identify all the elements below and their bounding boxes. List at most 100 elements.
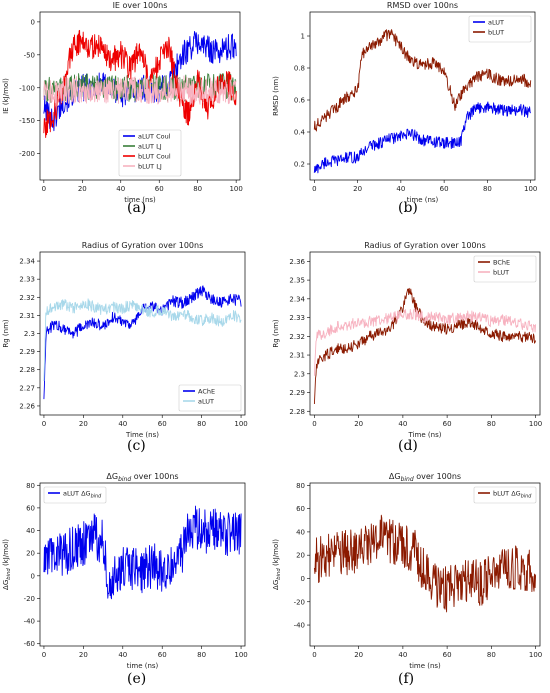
legend-label: aLUT ΔGbind	[63, 490, 102, 500]
y-tick-label: -50	[24, 51, 35, 59]
y-axis-label: ΔGbind (kJ/mol)	[2, 539, 12, 590]
y-tick-label: -200	[19, 150, 35, 158]
y-tick-label: 0.2	[294, 161, 305, 169]
x-tick-label: 100	[529, 651, 542, 659]
x-tick-label: 60	[440, 185, 449, 193]
series-line-1	[43, 505, 242, 600]
y-tick-label: 40	[26, 527, 35, 535]
y-tick-label: 60	[26, 504, 35, 512]
x-tick-label: 0	[312, 420, 316, 428]
y-tick-label: 2.33	[289, 314, 305, 322]
legend: bLUT ΔGbind	[473, 486, 537, 504]
y-tick-label: 0.6	[294, 97, 306, 105]
legend: AChE aLUT	[178, 384, 242, 412]
y-tick-label: -60	[24, 640, 35, 648]
series-line-1	[313, 101, 532, 174]
x-tick-label: 40	[116, 185, 125, 193]
y-tick-label: 60	[296, 505, 305, 513]
legend-label: bLUT	[493, 269, 509, 277]
y-tick-label: 20	[296, 552, 305, 560]
x-tick-label: 80	[487, 651, 496, 659]
y-tick-label: 80	[26, 482, 35, 490]
series-line-1	[313, 287, 537, 405]
x-tick-label: 0	[42, 651, 46, 659]
legend-label: AChE	[198, 388, 215, 396]
x-axis-label: Time (ns)	[408, 431, 442, 439]
plot-series-group	[43, 29, 237, 138]
x-tick-label: 0	[42, 185, 46, 193]
x-tick-label: 0	[312, 185, 316, 193]
series-line-1	[313, 514, 537, 613]
chart-title: RMSD over 100ns	[387, 1, 458, 10]
y-tick-label: -40	[24, 618, 35, 626]
chart-title: ΔGbind over 100ns	[389, 472, 461, 483]
plot-series-group	[43, 285, 242, 400]
y-tick-label: 2.26	[19, 402, 35, 410]
panel-label-e: (e)	[127, 671, 147, 687]
plot-frame	[309, 482, 541, 647]
x-tick-label: 40	[118, 651, 127, 659]
y-tick-label: 2.29	[19, 348, 35, 356]
legend: aLUT ΔGbind	[43, 486, 107, 504]
legend-label: aLUT LJ	[138, 143, 162, 151]
x-tick-label: 60	[155, 185, 164, 193]
panel-label-d: (d)	[398, 438, 418, 454]
x-axis-label: time (ns)	[407, 196, 439, 204]
y-tick-label: 2.36	[289, 258, 305, 266]
chart-a: IE over 100ns 0 20 40 60 80 100 -200 -150 -100 -50…	[2, 1, 243, 204]
y-tick-label: -20	[294, 598, 305, 606]
legend-label: bLUT ΔGbind	[493, 490, 532, 500]
chart-title: Radius of Gyration over 100ns	[82, 241, 204, 250]
y-tick-label: 2.34	[19, 258, 35, 266]
y-tick-label: 40	[296, 528, 305, 536]
chart-title: Radius of Gyration over 100ns	[364, 241, 486, 250]
x-tick-label: 80	[487, 420, 496, 428]
chart-f: ΔGbind over 100ns 0 20 40 60 80 100 -40 -20 0 20 40…	[272, 472, 542, 670]
legend-box	[118, 129, 182, 177]
legend-label: bLUT	[488, 29, 504, 37]
legend: aLUT Coul aLUT LJ bLUT Coul bLUT LJ	[118, 129, 182, 177]
chart-d: Radius of Gyration over 100ns 0 20 40 60 80 10…	[272, 241, 542, 439]
y-tick-label: 2.27	[19, 384, 35, 392]
series-line-4	[43, 75, 237, 107]
y-tick-label: 0	[31, 18, 35, 26]
y-tick-label: 2.34	[289, 295, 305, 303]
y-tick-label: 20	[26, 550, 35, 558]
x-tick-label: 100	[234, 651, 247, 659]
series-line-2	[313, 308, 537, 376]
plot-series-group	[313, 514, 537, 613]
x-tick-label: 100	[229, 185, 242, 193]
x-tick-label: 40	[398, 420, 407, 428]
x-tick-label: 40	[396, 185, 405, 193]
chart-e: ΔGbind over 100ns 0 20 40 60 80 100 -60 -40 -20 0 2…	[2, 472, 248, 670]
y-tick-label: 2.28	[19, 366, 35, 374]
y-tick-label: -100	[19, 84, 35, 92]
y-tick-label: 2.3	[294, 370, 305, 378]
y-axis-label: IE (kJ/mol)	[2, 78, 10, 114]
y-tick-label: 1	[301, 33, 305, 41]
x-axis-label: time (ns)	[127, 662, 159, 670]
x-tick-label: 100	[524, 185, 537, 193]
x-tick-label: 80	[197, 651, 206, 659]
x-axis-label: time (ns)	[124, 196, 156, 204]
y-axis-label: RMSD (nm)	[272, 76, 280, 116]
x-tick-label: 40	[118, 420, 127, 428]
plot-series-group	[313, 287, 537, 405]
x-tick-label: 60	[158, 420, 167, 428]
chart-c: Radius of Gyration over 100ns 0 20 40 60 80 10…	[2, 241, 248, 439]
x-tick-label: 20	[354, 420, 363, 428]
x-tick-label: 40	[398, 651, 407, 659]
x-tick-label: 20	[79, 420, 88, 428]
panel-label-b: (b)	[398, 200, 418, 216]
y-tick-label: 0.8	[294, 65, 305, 73]
legend-label: aLUT Coul	[138, 133, 171, 141]
x-tick-label: 100	[529, 420, 542, 428]
y-tick-label: 2.28	[289, 408, 305, 416]
x-tick-label: 20	[354, 651, 363, 659]
x-tick-label: 20	[78, 185, 87, 193]
legend: BChE bLUT	[473, 255, 537, 283]
x-tick-label: 80	[193, 185, 202, 193]
series-line-2	[43, 298, 242, 382]
series-line-2	[313, 29, 532, 132]
